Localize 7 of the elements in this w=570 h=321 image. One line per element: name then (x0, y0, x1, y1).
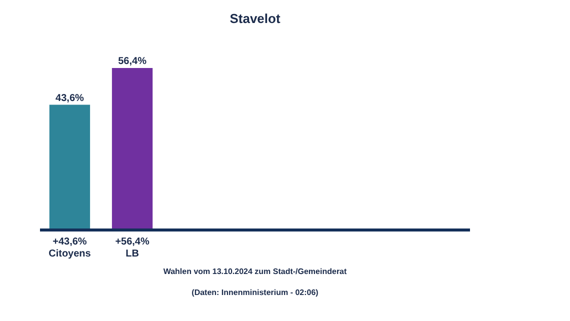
text: Wahlen vom 13.10.2024 zum Stadt-/Gemeinderat (163, 267, 347, 276)
text: Stavelot (230, 11, 281, 26)
text: (Daten: Innenministerium - 02:06) (192, 288, 319, 297)
data-label: 43,6% (56, 92, 84, 104)
data-label: 56,4% (118, 56, 147, 67)
x-tick-label: +56,4% LB (115, 236, 150, 260)
x-tick-label: +43,6% Citoyens (48, 236, 92, 260)
